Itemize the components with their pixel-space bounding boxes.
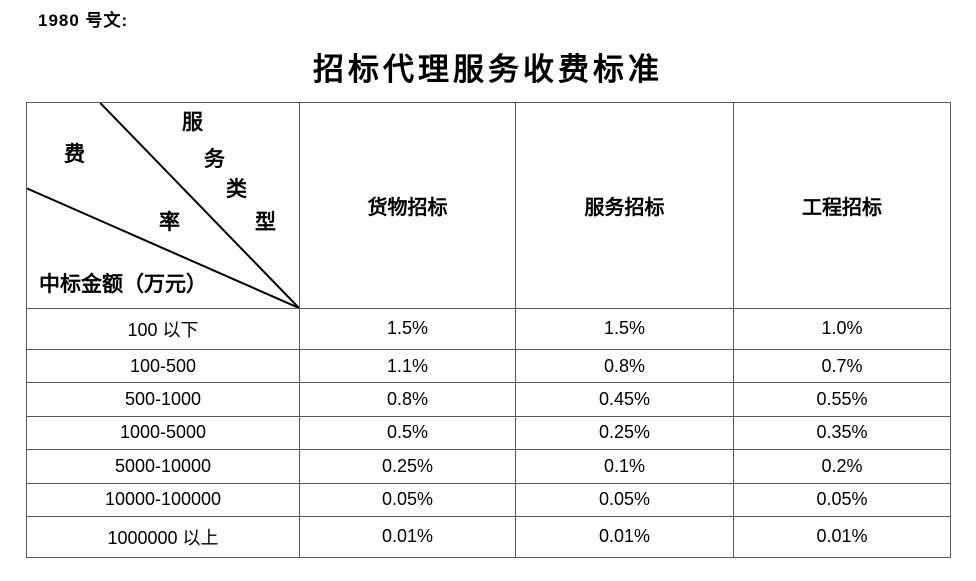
table-row: 100-500 1.1% 0.8% 0.7%: [26, 348, 951, 384]
corner-rate-char: 率: [159, 210, 180, 234]
goods-rate-cell: 0.01%: [299, 515, 516, 559]
corner-amount-label: 中标金额（万元）: [39, 272, 207, 296]
column-header-engineering: 工程招标: [733, 102, 951, 309]
corner-cell: 服 务 类 型 费 率 中标金额（万元）: [26, 102, 300, 309]
engineering-rate-cell: 0.7%: [733, 348, 951, 384]
service-rate-cell: 1.5%: [515, 308, 734, 350]
amount-range-cell: 100-500: [26, 348, 300, 384]
service-rate-cell: 0.25%: [515, 415, 734, 451]
table-row: 5000-10000 0.25% 0.1% 0.2%: [26, 449, 951, 484]
amount-range-cell: 100 以下: [26, 308, 300, 350]
goods-rate-cell: 1.5%: [299, 308, 516, 350]
amount-range-cell: 1000000 以上: [26, 515, 300, 559]
goods-rate-cell: 0.25%: [299, 449, 516, 484]
column-header-service: 服务招标: [515, 102, 734, 309]
column-header-goods: 货物招标: [299, 102, 516, 309]
engineering-rate-cell: 0.2%: [733, 449, 951, 484]
corner-service-type-char: 类: [226, 177, 247, 201]
service-rate-cell: 0.8%: [515, 348, 734, 384]
corner-service-type-char: 务: [204, 147, 225, 171]
corner-service-type-char: 服: [182, 110, 203, 134]
amount-range-cell: 500-1000: [26, 382, 300, 417]
engineering-rate-cell: 0.35%: [733, 415, 951, 451]
corner-rate-char: 费: [64, 142, 85, 166]
table-row: 1000-5000 0.5% 0.25% 0.35%: [26, 415, 951, 451]
table-row: 1000000 以上 0.01% 0.01% 0.01%: [26, 515, 951, 559]
fee-table: 服 务 类 型 费 率 中标金额（万元） 货物招标 服务招标 工程招标 100 …: [26, 102, 951, 559]
diagonal-divider-lines: [27, 103, 299, 308]
goods-rate-cell: 0.5%: [299, 415, 516, 451]
table-row: 100 以下 1.5% 1.5% 1.0%: [26, 308, 951, 350]
goods-rate-cell: 1.1%: [299, 348, 516, 384]
page-title: 招标代理服务收费标准: [313, 52, 663, 87]
goods-rate-cell: 0.8%: [299, 382, 516, 417]
service-rate-cell: 0.01%: [515, 515, 734, 559]
doc-ref-label: 1980 号文:: [38, 11, 129, 30]
engineering-rate-cell: 0.55%: [733, 382, 951, 417]
table-row: 500-1000 0.8% 0.45% 0.55%: [26, 382, 951, 417]
service-rate-cell: 0.05%: [515, 482, 734, 517]
engineering-rate-cell: 0.01%: [733, 515, 951, 559]
goods-rate-cell: 0.05%: [299, 482, 516, 517]
engineering-rate-cell: 0.05%: [733, 482, 951, 517]
service-rate-cell: 0.45%: [515, 382, 734, 417]
service-rate-cell: 0.1%: [515, 449, 734, 484]
amount-range-cell: 10000-100000: [26, 482, 300, 517]
table-row: 10000-100000 0.05% 0.05% 0.05%: [26, 482, 951, 517]
engineering-rate-cell: 1.0%: [733, 308, 951, 350]
header-row: 服 务 类 型 费 率 中标金额（万元） 货物招标 服务招标 工程招标: [26, 102, 951, 309]
amount-range-cell: 1000-5000: [26, 415, 300, 451]
amount-range-cell: 5000-10000: [26, 449, 300, 484]
corner-service-type-char: 型: [255, 210, 276, 234]
